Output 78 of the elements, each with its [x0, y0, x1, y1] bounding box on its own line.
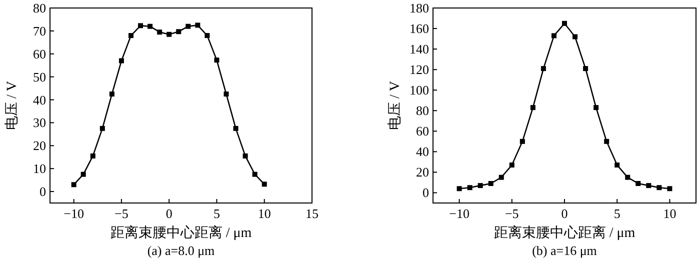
y-tick-label: 80: [33, 0, 46, 16]
y-tick-label: 100: [410, 82, 429, 98]
point: [195, 22, 200, 28]
x-tick-label: 10: [663, 206, 676, 221]
x-axis-title: 距离束腰中心距离 / μm: [110, 225, 252, 241]
y-tick-label: 0: [40, 184, 46, 200]
text: (b) a=16 μm: [532, 243, 597, 258]
point: [478, 183, 483, 188]
text: (a) a=8.0 μm: [147, 243, 215, 258]
y-tick-label: 20: [33, 138, 46, 154]
y-tick-label: 140: [410, 42, 429, 57]
x-tick-label: 5: [614, 206, 620, 221]
point: [204, 33, 210, 38]
point: [583, 66, 588, 72]
point: [166, 32, 172, 37]
point: [157, 30, 162, 35]
point: [625, 174, 630, 180]
x-tick-label: −10: [64, 206, 84, 221]
point: [71, 182, 76, 188]
y-tick-label: 180: [410, 0, 429, 16]
y-axis-title: 电压 / V: [4, 81, 20, 130]
y-tick-label: 120: [410, 62, 429, 78]
y-tick-label: 50: [33, 69, 46, 84]
point: [214, 58, 220, 63]
y-tick-label: 0: [422, 185, 429, 200]
point: [100, 126, 105, 131]
point: [488, 181, 494, 186]
point: [498, 174, 504, 180]
x-axis-title: 距离束腰中心距离 / μm: [494, 225, 636, 241]
point: [509, 162, 514, 168]
y-tick-label: 40: [33, 92, 46, 108]
point: [456, 186, 462, 192]
point: [90, 153, 96, 158]
point: [224, 92, 229, 97]
point: [667, 186, 672, 192]
point: [176, 29, 182, 34]
x-tick-label: 0: [166, 206, 172, 221]
y-tick-label: 20: [416, 164, 429, 180]
point: [604, 138, 610, 144]
point: [551, 33, 556, 38]
y-tick-label: 60: [33, 46, 46, 62]
point: [109, 92, 114, 97]
x-tick-label: −10: [449, 206, 470, 221]
x-tick-label: 10: [258, 206, 271, 221]
point: [148, 24, 153, 29]
point: [636, 181, 641, 186]
point: [594, 105, 599, 110]
x-tick-label: −5: [504, 206, 519, 221]
point: [530, 105, 536, 110]
y-tick-label: 160: [410, 21, 429, 36]
x-tick-label: −5: [114, 206, 128, 221]
point: [128, 33, 134, 38]
point: [118, 58, 124, 64]
point: [242, 153, 248, 158]
y-tick-label: 30: [33, 115, 46, 130]
point: [262, 182, 267, 187]
y-tick-label: 40: [416, 144, 429, 160]
x-tick-label: 15: [306, 206, 318, 221]
point: [138, 23, 144, 28]
point: [520, 138, 525, 144]
point: [467, 185, 472, 190]
y-tick-label: 10: [33, 161, 46, 176]
point: [233, 126, 238, 131]
y-axis-title: 电压 / V: [387, 81, 403, 130]
point: [80, 172, 86, 177]
point: [252, 172, 258, 177]
point: [562, 20, 567, 26]
point: [646, 183, 652, 188]
point: [656, 185, 662, 190]
x-tick-label: 5: [213, 206, 220, 221]
point: [540, 66, 546, 72]
point: [186, 24, 191, 29]
point: [614, 162, 620, 168]
y-tick-label: 70: [33, 23, 46, 38]
y-tick-label: 80: [416, 103, 429, 118]
y-tick-label: 60: [416, 124, 429, 139]
x-tick-label: 0: [561, 206, 568, 221]
point: [572, 34, 578, 40]
